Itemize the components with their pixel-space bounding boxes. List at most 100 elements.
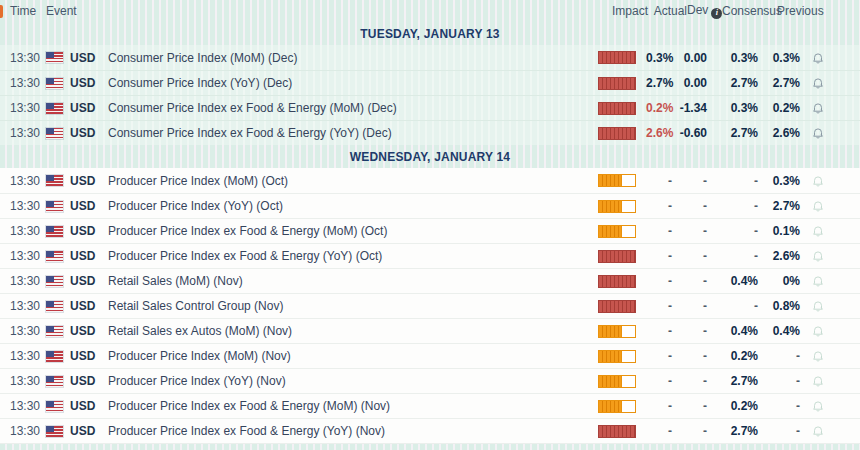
event-row[interactable]: 13:30 USD Producer Price Index (MoM) (No… xyxy=(0,343,860,368)
event-row[interactable]: 13:30 USD Producer Price Index (YoY) (Oc… xyxy=(0,193,860,218)
currency-label: USD xyxy=(70,399,108,413)
event-title[interactable]: Producer Price Index (MoM) (Nov) xyxy=(108,349,598,363)
previous-value: - xyxy=(758,424,800,438)
event-title[interactable]: Producer Price Index ex Food & Energy (M… xyxy=(108,399,598,413)
next-date-row-partial xyxy=(0,444,860,450)
date-separator: TUESDAY, JANUARY 13 xyxy=(0,22,860,45)
actual-value: - xyxy=(646,274,672,288)
event-row[interactable]: 13:30 USD Retail Sales (MoM) (Nov) - - 0… xyxy=(0,268,860,293)
previous-value: 0.1% xyxy=(758,224,800,238)
event-title[interactable]: Producer Price Index (YoY) (Oct) xyxy=(108,199,598,213)
event-row[interactable]: 13:30 USD Producer Price Index ex Food &… xyxy=(0,243,860,268)
event-row[interactable]: 13:30 USD Producer Price Index (YoY) (No… xyxy=(0,368,860,393)
deviation-value: -1.34 xyxy=(672,101,707,115)
event-title[interactable]: Producer Price Index (MoM) (Oct) xyxy=(108,174,598,188)
consensus-value: - xyxy=(707,249,758,263)
flag-canton xyxy=(46,175,54,181)
impact-cell xyxy=(598,102,646,115)
us-flag-icon xyxy=(46,78,63,89)
event-time: 13:30 xyxy=(10,51,46,65)
alert-bell-icon[interactable] xyxy=(800,349,836,363)
impact-meter xyxy=(598,77,636,90)
event-title[interactable]: Producer Price Index (YoY) (Nov) xyxy=(108,374,598,388)
flag-canton xyxy=(46,276,54,282)
actual-value: 0.3% xyxy=(646,51,672,65)
impact-cell xyxy=(598,425,646,438)
flag-canton xyxy=(46,52,54,58)
flag-canton xyxy=(46,301,54,307)
actual-value: - xyxy=(646,249,672,263)
col-header-event: Event xyxy=(46,4,603,18)
deviation-value: - xyxy=(672,249,707,263)
impact-cell xyxy=(598,174,646,187)
impact-meter-fill xyxy=(599,376,622,387)
consensus-value: - xyxy=(707,199,758,213)
impact-meter xyxy=(598,275,636,288)
event-row[interactable]: 13:30 USD Consumer Price Index ex Food &… xyxy=(0,95,860,120)
day-section: 13:30 USD Consumer Price Index (MoM) (De… xyxy=(0,45,860,145)
event-title[interactable]: Consumer Price Index (YoY) (Dec) xyxy=(108,76,598,90)
alert-bell-icon[interactable] xyxy=(800,299,836,313)
consensus-value: - xyxy=(707,224,758,238)
alert-bell-icon[interactable] xyxy=(800,324,836,338)
event-title[interactable]: Retail Sales Control Group (Nov) xyxy=(108,299,598,313)
impact-meter xyxy=(598,225,636,238)
event-row[interactable]: 13:30 USD Producer Price Index ex Food &… xyxy=(0,393,860,418)
flag-canton xyxy=(46,426,54,432)
consensus-value: 2.7% xyxy=(707,76,758,90)
event-row[interactable]: 13:30 USD Consumer Price Index ex Food &… xyxy=(0,120,860,145)
event-title[interactable]: Consumer Price Index ex Food & Energy (M… xyxy=(108,101,598,115)
flag-canton xyxy=(46,226,54,232)
impact-cell xyxy=(598,400,646,413)
alert-bell-icon[interactable] xyxy=(800,199,836,213)
event-row[interactable]: 13:30 USD Producer Price Index ex Food &… xyxy=(0,218,860,243)
us-flag-icon xyxy=(46,201,63,212)
currency-label: USD xyxy=(70,249,108,263)
alert-bell-icon[interactable] xyxy=(800,424,836,438)
deviation-value: - xyxy=(672,424,707,438)
previous-value: 2.7% xyxy=(758,199,800,213)
alert-bell-icon[interactable] xyxy=(800,76,836,90)
event-row[interactable]: 13:30 USD Producer Price Index ex Food &… xyxy=(0,418,860,443)
event-time: 13:30 xyxy=(10,76,46,90)
day-section: 13:30 USD Producer Price Index (MoM) (Oc… xyxy=(0,168,860,444)
dev-info-icon[interactable]: i xyxy=(711,8,722,19)
left-edge-marker xyxy=(0,5,3,18)
event-title[interactable]: Producer Price Index ex Food & Energy (M… xyxy=(108,224,598,238)
impact-meter xyxy=(598,174,636,187)
previous-value: 2.6% xyxy=(758,249,800,263)
currency-label: USD xyxy=(70,224,108,238)
event-title[interactable]: Consumer Price Index (MoM) (Dec) xyxy=(108,51,598,65)
event-row[interactable]: 13:30 USD Producer Price Index (MoM) (Oc… xyxy=(0,168,860,193)
currency-label: USD xyxy=(70,76,108,90)
flag-canton xyxy=(46,401,54,407)
currency-label: USD xyxy=(70,126,108,140)
previous-value: 0.3% xyxy=(758,174,800,188)
alert-bell-icon[interactable] xyxy=(800,126,836,140)
alert-bell-icon[interactable] xyxy=(800,51,836,65)
alert-bell-icon[interactable] xyxy=(800,174,836,188)
event-row[interactable]: 13:30 USD Consumer Price Index (YoY) (De… xyxy=(0,70,860,95)
previous-value: 2.6% xyxy=(758,126,800,140)
event-row[interactable]: 13:30 USD Retail Sales Control Group (No… xyxy=(0,293,860,318)
impact-cell xyxy=(598,325,646,338)
alert-bell-icon[interactable] xyxy=(800,274,836,288)
alert-bell-icon[interactable] xyxy=(800,374,836,388)
alert-bell-icon[interactable] xyxy=(800,399,836,413)
event-time: 13:30 xyxy=(10,101,46,115)
alert-bell-icon[interactable] xyxy=(800,101,836,115)
event-title[interactable]: Producer Price Index ex Food & Energy (Y… xyxy=(108,249,598,263)
event-title[interactable]: Consumer Price Index ex Food & Energy (Y… xyxy=(108,126,598,140)
alert-bell-icon[interactable] xyxy=(800,249,836,263)
currency-label: USD xyxy=(70,199,108,213)
event-title[interactable]: Producer Price Index ex Food & Energy (Y… xyxy=(108,424,598,438)
consensus-value: 0.3% xyxy=(707,51,758,65)
alert-bell-icon[interactable] xyxy=(800,224,836,238)
event-row[interactable]: 13:30 USD Consumer Price Index (MoM) (De… xyxy=(0,45,860,70)
us-flag-icon xyxy=(46,276,63,287)
deviation-value: -0.60 xyxy=(672,126,707,140)
event-title[interactable]: Retail Sales ex Autos (MoM) (Nov) xyxy=(108,324,598,338)
event-row[interactable]: 13:30 USD Retail Sales ex Autos (MoM) (N… xyxy=(0,318,860,343)
previous-value: - xyxy=(758,399,800,413)
event-title[interactable]: Retail Sales (MoM) (Nov) xyxy=(108,274,598,288)
